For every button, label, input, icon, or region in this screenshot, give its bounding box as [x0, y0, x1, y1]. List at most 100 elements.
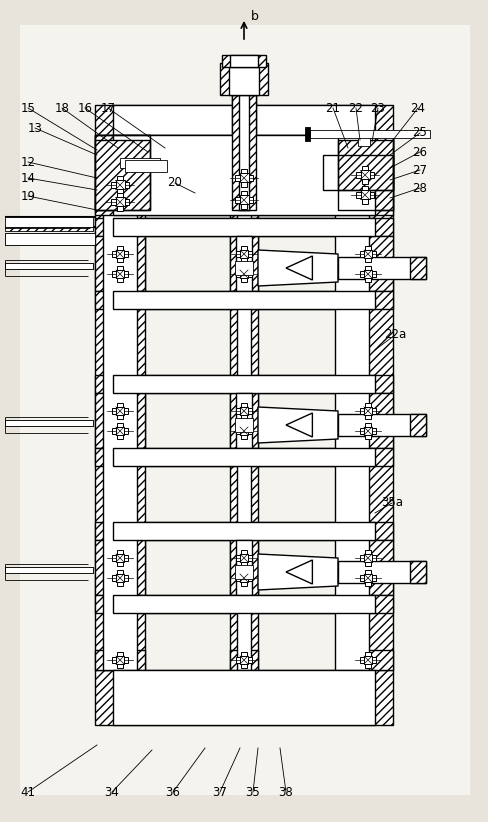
Bar — [230, 650, 258, 670]
Bar — [95, 140, 150, 210]
Bar — [343, 210, 393, 670]
Polygon shape — [286, 413, 312, 437]
Bar — [364, 656, 372, 664]
Bar — [241, 423, 247, 439]
Bar — [240, 427, 248, 435]
Bar — [117, 652, 123, 668]
Bar — [113, 135, 375, 210]
Bar — [116, 250, 124, 258]
Bar — [240, 407, 248, 415]
Bar — [95, 218, 393, 236]
Bar — [236, 658, 252, 663]
Bar — [103, 210, 137, 670]
Bar — [111, 182, 129, 188]
Bar — [116, 270, 124, 278]
Text: 14: 14 — [20, 172, 36, 184]
Text: 19: 19 — [20, 190, 36, 202]
Bar — [410, 414, 426, 436]
Bar — [365, 550, 371, 566]
Bar — [365, 570, 371, 586]
Bar — [5, 227, 93, 231]
Bar — [95, 375, 393, 393]
Bar — [95, 135, 150, 210]
Bar — [236, 575, 252, 581]
Bar — [241, 246, 247, 262]
Bar — [236, 85, 252, 110]
Bar — [410, 257, 426, 279]
Bar — [360, 555, 376, 561]
Text: 12: 12 — [20, 155, 36, 169]
Bar — [95, 135, 393, 215]
Bar — [117, 570, 123, 586]
Bar — [113, 595, 375, 613]
Text: 37: 37 — [213, 786, 227, 798]
Bar — [111, 199, 129, 206]
Bar — [240, 250, 248, 258]
Bar — [95, 236, 145, 291]
Bar — [364, 574, 372, 582]
Bar — [241, 191, 247, 209]
Bar — [113, 522, 375, 540]
Bar — [236, 540, 252, 595]
Bar — [235, 418, 253, 432]
Bar — [95, 105, 393, 135]
Text: 38: 38 — [279, 786, 293, 798]
Bar — [222, 62, 266, 84]
Bar — [365, 423, 371, 439]
Text: 22: 22 — [348, 101, 364, 114]
Bar — [360, 658, 376, 663]
Bar — [360, 252, 376, 256]
Bar — [5, 420, 93, 426]
Bar — [236, 428, 252, 434]
Bar — [95, 670, 393, 725]
Bar — [113, 218, 375, 236]
Text: 28: 28 — [412, 182, 427, 195]
Bar — [230, 393, 258, 448]
Bar — [338, 414, 426, 436]
Bar — [240, 270, 248, 278]
Bar — [116, 197, 124, 206]
Bar — [230, 236, 258, 291]
Bar — [241, 266, 247, 282]
Bar — [240, 196, 248, 205]
Bar — [95, 595, 393, 613]
Text: 25: 25 — [412, 127, 427, 140]
Bar — [235, 261, 253, 275]
Bar — [95, 448, 393, 466]
Text: 35: 35 — [245, 786, 261, 798]
Bar — [112, 575, 128, 581]
Bar — [335, 210, 369, 670]
Polygon shape — [286, 256, 312, 280]
Bar — [361, 191, 369, 200]
Bar — [117, 266, 123, 282]
Bar — [95, 291, 393, 309]
Bar — [95, 135, 393, 210]
Bar — [116, 427, 124, 435]
Bar — [5, 420, 93, 426]
Bar — [5, 233, 95, 245]
Bar — [240, 173, 248, 182]
Bar — [241, 550, 247, 566]
Bar — [235, 565, 253, 579]
Text: 16: 16 — [78, 101, 93, 114]
Bar — [310, 130, 430, 138]
Bar — [95, 650, 145, 670]
Bar — [116, 407, 124, 415]
Bar — [240, 85, 248, 110]
Bar — [113, 448, 375, 466]
Bar — [116, 656, 124, 664]
Bar — [362, 186, 368, 204]
Bar — [364, 270, 372, 278]
Bar — [236, 271, 252, 277]
Bar — [5, 567, 93, 573]
Bar — [117, 550, 123, 566]
Bar — [364, 250, 372, 258]
Bar — [343, 540, 393, 595]
Bar — [228, 62, 260, 84]
Bar — [364, 554, 372, 562]
Text: 35a: 35a — [381, 496, 403, 510]
Bar — [338, 135, 393, 210]
Bar — [236, 236, 252, 291]
Bar — [120, 158, 160, 168]
Bar — [360, 575, 376, 581]
